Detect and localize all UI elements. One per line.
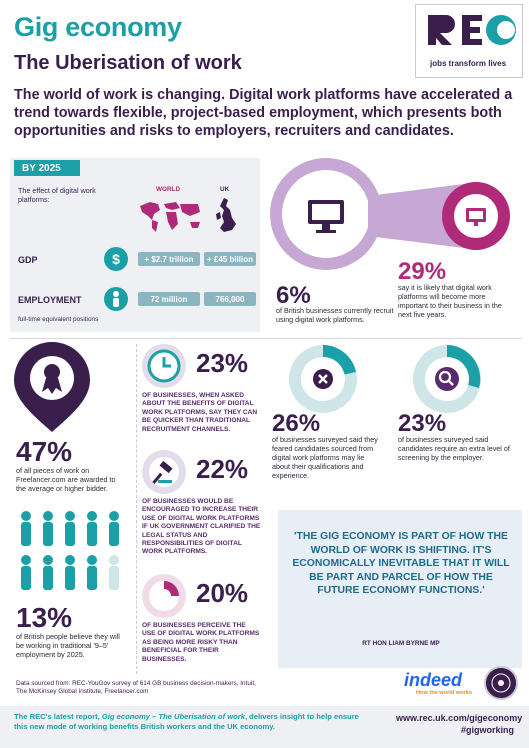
stat-23-screening-text: of businesses surveyed said candidates r… (398, 435, 510, 462)
quote-author: RT HON LIAM BYRNE MP (362, 640, 440, 647)
footer-url-link[interactable]: www.rec.uk.com/gigeconomy (396, 713, 523, 723)
indeed-logo: indeed (404, 670, 463, 690)
people-group-icon (21, 511, 119, 590)
stat-20-percent: 20% (196, 578, 249, 608)
stat-29-text: say it is likely that digital work platf… (398, 283, 502, 319)
page-subtitle: The Uberisation of work (14, 52, 242, 74)
footer-text: The REC's latest report, Gig economy – T… (14, 712, 374, 732)
rec-logo: jobs transform lives (415, 4, 523, 78)
ribbon-badge-icon (14, 342, 90, 432)
stat-22-percent: 22% (196, 454, 249, 484)
stat-26-percent: 26% (272, 410, 321, 437)
stat-47-percent: 47% (16, 436, 73, 467)
footer-url-block: www.rec.uk.com/gigeconomy #gigworking (396, 712, 523, 736)
effect-label: The effect of digital work platforms: (18, 186, 96, 204)
stat-6-text: of British businesses currently recruit … (276, 306, 394, 324)
stat-6-percent: 6% (276, 282, 311, 309)
stat-23-screening: 23% (398, 410, 447, 437)
screening-donut-icon (413, 345, 481, 413)
stat-47-text: of all pieces of work on Freelancer.com … (16, 466, 116, 493)
uk-map-icon (216, 198, 236, 232)
gavel-icon (142, 450, 186, 494)
emp-uk-value: 766,000 (204, 292, 256, 306)
footer-text-pre: The REC's latest report, (14, 712, 102, 721)
logo-tagline: jobs transform lives (430, 59, 507, 68)
gdp-world-value: + $2.7 trillion (138, 252, 200, 266)
stat-23-quicker-text: OF BUSINESSES, WHEN ASKED ABOUT THE BENE… (142, 392, 258, 433)
footer-bar (0, 706, 529, 748)
footer-report-title: Gig economy – The Uberisation of work (101, 712, 245, 721)
col-world: WORLD (156, 186, 181, 193)
gdp-label: GDP (18, 255, 38, 265)
by-2025-tag: BY 2025 (14, 160, 80, 176)
stat-22-text: OF BUSINESSES WOULD BE ENCOURAGED TO INC… (142, 498, 261, 556)
sources-text: Data sourced from: REC-YouGov survey of … (16, 680, 256, 695)
gdp-uk-value: + £45 billion (204, 252, 256, 266)
risk-pie-icon (142, 574, 186, 618)
person-icon (104, 287, 128, 311)
rec-logo-icon (428, 15, 516, 45)
stat-20-text: OF BUSINESSES PERCEIVE THE USE OF DIGITA… (142, 622, 260, 663)
quote-box (278, 510, 522, 668)
stat-23-quicker: 23% (196, 348, 249, 378)
employment-sub: full-time equivalent positions (18, 316, 99, 323)
lie-donut-icon (289, 345, 357, 413)
intro-text: The world of work is changing. Digital w… (14, 87, 513, 139)
stat-26-text: of businesses surveyed said they feared … (272, 435, 378, 480)
quote-text: 'THE GIG ECONOMY IS PART OF HOW THE WORL… (292, 531, 510, 596)
column-divider (136, 344, 137, 674)
page-title: Gig economy (14, 12, 182, 42)
indeed-tagline: How the world works (416, 690, 472, 696)
monitor-circles-graphic (270, 158, 510, 270)
section-divider (10, 338, 522, 339)
partner-seal-icon (484, 666, 518, 700)
stat-29-percent: 29% (398, 258, 447, 285)
emp-world-value: 72 million (138, 292, 200, 306)
footer-hashtag[interactable]: #gigworking (460, 725, 514, 735)
stat-13-text: of British people believe they will be w… (16, 632, 120, 659)
col-uk: UK (220, 186, 230, 193)
clock-icon (142, 344, 186, 388)
world-map-icon (140, 202, 200, 232)
footer-text-post: , delivers insight to help ensure this n… (14, 712, 359, 731)
employment-label: EMPLOYMENT (18, 295, 82, 305)
stat-13-percent: 13% (16, 602, 73, 633)
dollar-icon: $ (104, 247, 128, 271)
